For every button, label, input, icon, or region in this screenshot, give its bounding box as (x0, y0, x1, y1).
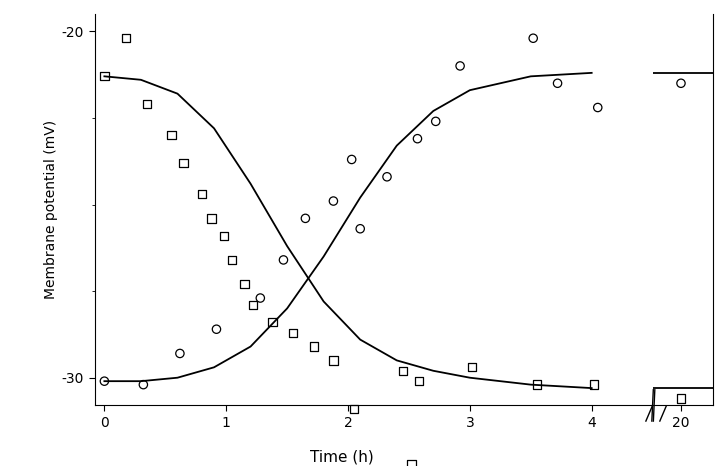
Point (413, 377, 424, 385)
Point (98, 73, 110, 80)
Point (226, 256, 238, 264)
Point (255, 295, 266, 302)
Point (675, 80, 687, 87)
Point (248, 301, 259, 308)
Point (121, 34, 132, 42)
Point (210, 325, 222, 333)
Point (299, 215, 311, 222)
Point (527, 34, 539, 42)
Point (288, 329, 299, 336)
Point (588, 381, 600, 388)
Point (165, 131, 177, 139)
Text: //: // (658, 382, 667, 395)
Point (218, 232, 229, 240)
Point (174, 350, 186, 357)
Point (141, 100, 153, 108)
Point (348, 405, 360, 412)
Point (675, 395, 687, 402)
Point (454, 62, 466, 70)
Point (552, 80, 563, 87)
Point (411, 135, 423, 143)
Point (430, 117, 442, 125)
Point (308, 343, 320, 350)
Point (178, 159, 189, 167)
Point (196, 191, 207, 198)
Point (277, 256, 289, 264)
Point (405, 460, 417, 466)
Point (381, 173, 393, 180)
Point (592, 104, 604, 111)
Point (346, 156, 357, 163)
Text: Time (h): Time (h) (310, 449, 374, 464)
Point (531, 381, 542, 388)
Point (355, 225, 366, 233)
Point (266, 319, 278, 326)
Point (397, 367, 408, 375)
Point (98, 377, 110, 385)
Text: //: // (658, 66, 667, 79)
Point (138, 381, 149, 388)
Point (328, 197, 339, 205)
Y-axis label: Membrane potential (mV): Membrane potential (mV) (44, 120, 58, 299)
Point (206, 215, 218, 222)
Point (239, 281, 250, 288)
Point (328, 356, 339, 364)
Point (467, 363, 478, 371)
